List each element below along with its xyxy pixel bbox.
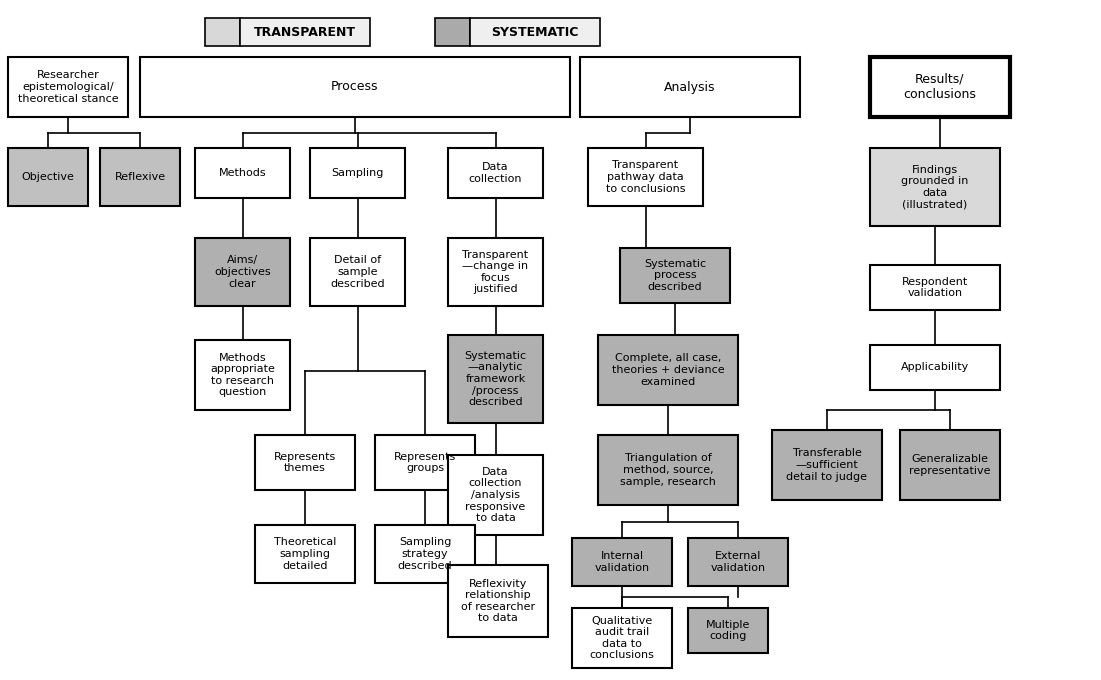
FancyBboxPatch shape xyxy=(100,148,179,206)
Text: Respondent
validation: Respondent validation xyxy=(902,277,968,299)
Text: Detail of
sample
described: Detail of sample described xyxy=(330,256,385,288)
Text: Objective: Objective xyxy=(22,172,75,182)
Text: Aims/
objectives
clear: Aims/ objectives clear xyxy=(215,256,271,288)
FancyBboxPatch shape xyxy=(620,248,730,303)
FancyBboxPatch shape xyxy=(688,538,788,586)
Text: Internal
validation: Internal validation xyxy=(595,551,650,573)
FancyBboxPatch shape xyxy=(588,148,704,206)
Text: Process: Process xyxy=(331,80,379,94)
FancyBboxPatch shape xyxy=(772,430,882,500)
Text: Reflexive: Reflexive xyxy=(115,172,165,182)
Text: TRANSPARENT: TRANSPARENT xyxy=(254,25,356,39)
FancyBboxPatch shape xyxy=(240,18,370,46)
Text: Transparent
—change in
focus
justified: Transparent —change in focus justified xyxy=(462,250,528,294)
Text: Analysis: Analysis xyxy=(664,80,716,94)
FancyBboxPatch shape xyxy=(8,148,88,206)
FancyBboxPatch shape xyxy=(688,608,768,653)
FancyBboxPatch shape xyxy=(598,435,738,505)
FancyBboxPatch shape xyxy=(375,525,475,583)
FancyBboxPatch shape xyxy=(870,57,1010,117)
FancyBboxPatch shape xyxy=(448,148,543,198)
FancyBboxPatch shape xyxy=(195,340,290,410)
FancyBboxPatch shape xyxy=(448,455,543,535)
Text: Findings
grounded in
data
(illustrated): Findings grounded in data (illustrated) xyxy=(902,165,969,209)
Text: Complete, all case,
theories + deviance
examined: Complete, all case, theories + deviance … xyxy=(612,354,724,387)
FancyBboxPatch shape xyxy=(870,345,1000,390)
Text: Generalizable
representative: Generalizable representative xyxy=(909,454,991,476)
FancyBboxPatch shape xyxy=(448,565,548,637)
Text: Triangulation of
method, source,
sample, research: Triangulation of method, source, sample,… xyxy=(620,454,716,487)
FancyBboxPatch shape xyxy=(205,18,240,46)
FancyBboxPatch shape xyxy=(140,57,570,117)
FancyBboxPatch shape xyxy=(598,335,738,405)
Text: Transferable
—sufficient
detail to judge: Transferable —sufficient detail to judge xyxy=(786,448,868,481)
FancyBboxPatch shape xyxy=(375,435,475,490)
FancyBboxPatch shape xyxy=(8,57,128,117)
FancyBboxPatch shape xyxy=(255,525,355,583)
Text: Theoretical
sampling
detailed: Theoretical sampling detailed xyxy=(274,537,336,571)
FancyBboxPatch shape xyxy=(900,430,1000,500)
FancyBboxPatch shape xyxy=(870,148,1000,226)
FancyBboxPatch shape xyxy=(448,238,543,306)
Text: SYSTEMATIC: SYSTEMATIC xyxy=(491,25,579,39)
Text: Sampling
strategy
described: Sampling strategy described xyxy=(397,537,453,571)
Text: External
validation: External validation xyxy=(710,551,765,573)
Text: Methods: Methods xyxy=(219,168,266,178)
Text: Represents
groups: Represents groups xyxy=(394,452,456,473)
Text: Data
collection
/analysis
responsive
to data: Data collection /analysis responsive to … xyxy=(466,466,525,523)
Text: Systematic
—analytic
framework
/process
described: Systematic —analytic framework /process … xyxy=(465,351,526,407)
Text: Sampling: Sampling xyxy=(331,168,383,178)
Text: Data
collection: Data collection xyxy=(469,163,522,184)
Text: Systematic
process
described: Systematic process described xyxy=(644,259,706,292)
Text: Methods
appropriate
to research
question: Methods appropriate to research question xyxy=(210,353,275,397)
FancyBboxPatch shape xyxy=(580,57,800,117)
Text: Reflexivity
relationship
of researcher
to data: Reflexivity relationship of researcher t… xyxy=(461,579,535,624)
FancyBboxPatch shape xyxy=(573,608,672,668)
Text: Qualitative
audit trail
data to
conclusions: Qualitative audit trail data to conclusi… xyxy=(589,615,654,660)
FancyBboxPatch shape xyxy=(470,18,600,46)
FancyBboxPatch shape xyxy=(870,265,1000,310)
Text: Results/
conclusions: Results/ conclusions xyxy=(904,73,977,101)
Text: Transparent
pathway data
to conclusions: Transparent pathway data to conclusions xyxy=(606,160,685,194)
Text: Applicability: Applicability xyxy=(901,362,969,373)
FancyBboxPatch shape xyxy=(448,335,543,423)
FancyBboxPatch shape xyxy=(310,238,405,306)
Text: Multiple
coding: Multiple coding xyxy=(706,619,750,641)
FancyBboxPatch shape xyxy=(255,435,355,490)
FancyBboxPatch shape xyxy=(195,148,290,198)
FancyBboxPatch shape xyxy=(435,18,470,46)
FancyBboxPatch shape xyxy=(195,238,290,306)
FancyBboxPatch shape xyxy=(310,148,405,198)
Text: Represents
themes: Represents themes xyxy=(274,452,336,473)
Text: Researcher
epistemological/
theoretical stance: Researcher epistemological/ theoretical … xyxy=(18,71,118,103)
FancyBboxPatch shape xyxy=(573,538,672,586)
